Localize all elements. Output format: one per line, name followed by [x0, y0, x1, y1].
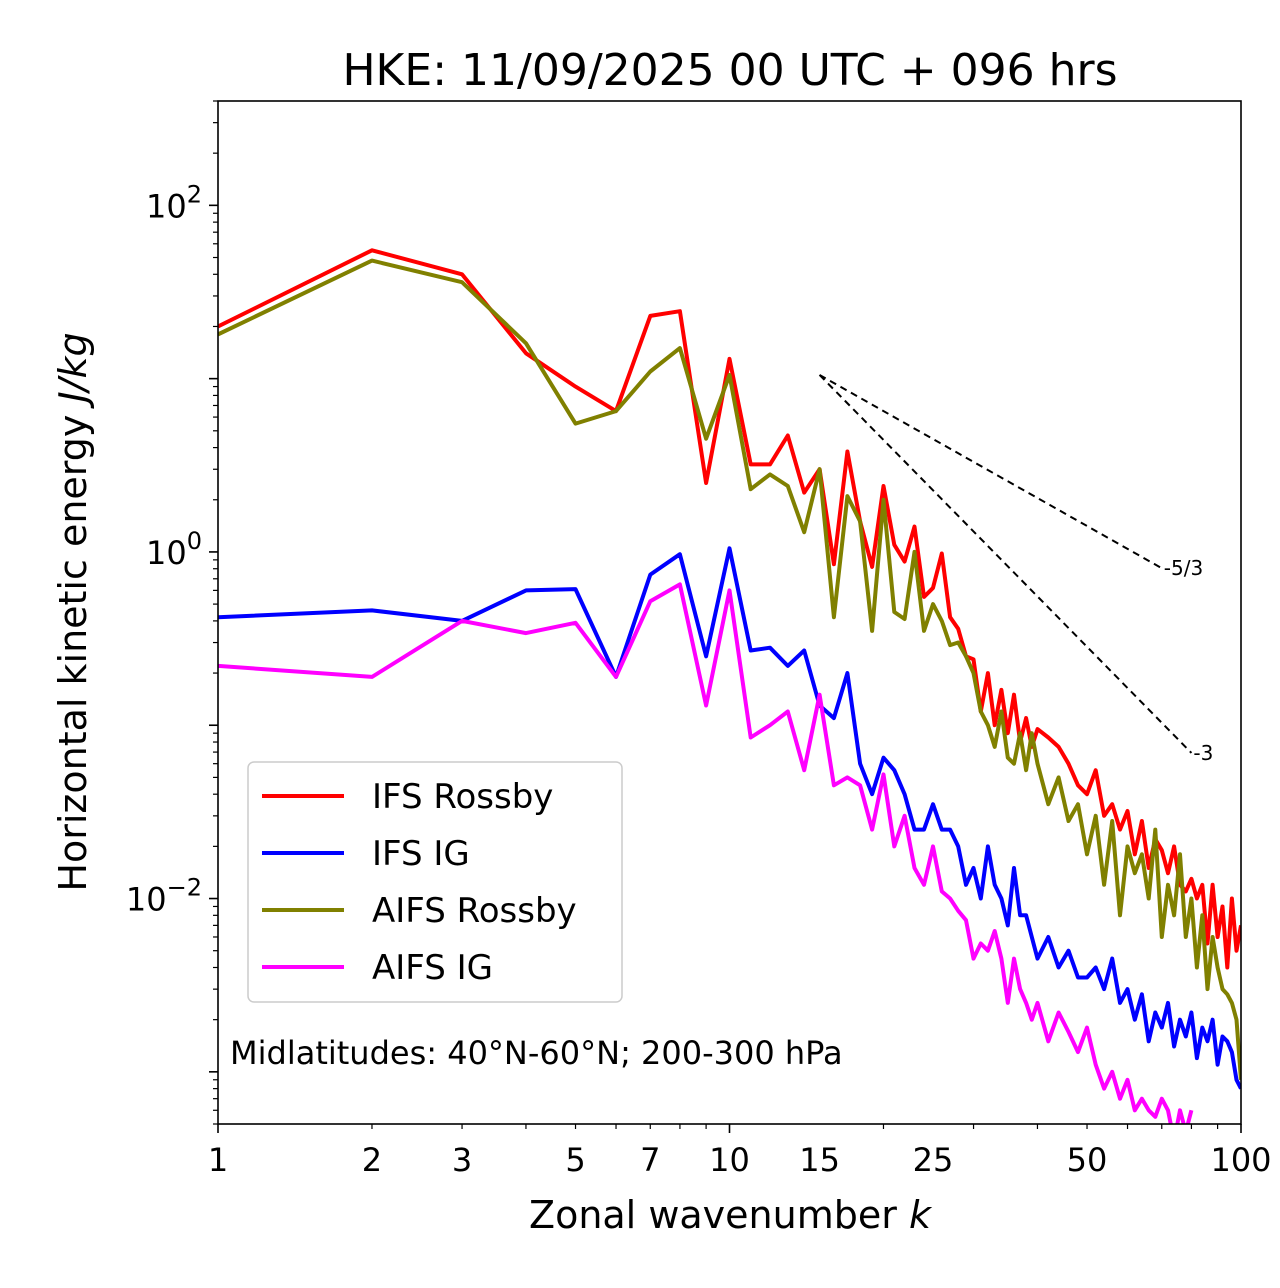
legend-label-0: IFS Rossby: [372, 777, 553, 817]
x-tick-label: 25: [913, 1141, 954, 1179]
x-axis-label: Zonal wavenumber k: [529, 1193, 933, 1237]
x-tick-label: 15: [799, 1141, 840, 1179]
y-tick-label: 102: [146, 180, 202, 225]
legend: IFS Rossby IFS IG AIFS Rossby AIFS IG: [247, 761, 623, 1003]
series-layer: [218, 248, 1241, 1124]
legend-label-2: AIFS Rossby: [372, 891, 577, 931]
y-tick-label: 10−2: [126, 874, 202, 919]
x-tick-label: 5: [565, 1141, 585, 1179]
x-tick-label: 1: [208, 1141, 228, 1179]
slope-line-1: [818, 374, 1193, 754]
region-annotation: Midlatitudes: 40°N-60°N; 200-300 hPa: [230, 1034, 843, 1072]
series-line-2: [218, 258, 1241, 1080]
x-tick-label: 3: [452, 1141, 472, 1179]
x-tick-label: 50: [1067, 1141, 1108, 1179]
slope-label-0: -5/3: [1164, 556, 1203, 580]
legend-label-3: AIFS IG: [372, 948, 493, 988]
legend-box: [247, 761, 623, 1003]
x-tick-label: 100: [1210, 1141, 1271, 1179]
y-axis-label: Horizontal kinetic energy J/kg: [51, 332, 95, 891]
y-tick-label: 100: [146, 527, 202, 572]
chart-title: HKE: 11/09/2025 00 UTC + 096 hrs: [342, 45, 1117, 96]
reference-slopes: -5/3 -3: [818, 374, 1213, 765]
legend-label-1: IFS IG: [372, 834, 470, 874]
series-line-1: [218, 546, 1241, 1090]
x-axis-ticks: 1 2 3 5 7 10 15 25 50 100: [208, 1124, 1272, 1179]
slope-label-1: -3: [1193, 741, 1213, 765]
x-tick-label: 7: [640, 1141, 660, 1179]
series-line-3: [218, 582, 1194, 1124]
x-tick-label: 2: [362, 1141, 382, 1179]
slope-line-0: [819, 374, 1163, 570]
x-tick-label: 10: [709, 1141, 750, 1179]
y-axis-ticks: 102 100 10−2: [126, 100, 218, 1125]
